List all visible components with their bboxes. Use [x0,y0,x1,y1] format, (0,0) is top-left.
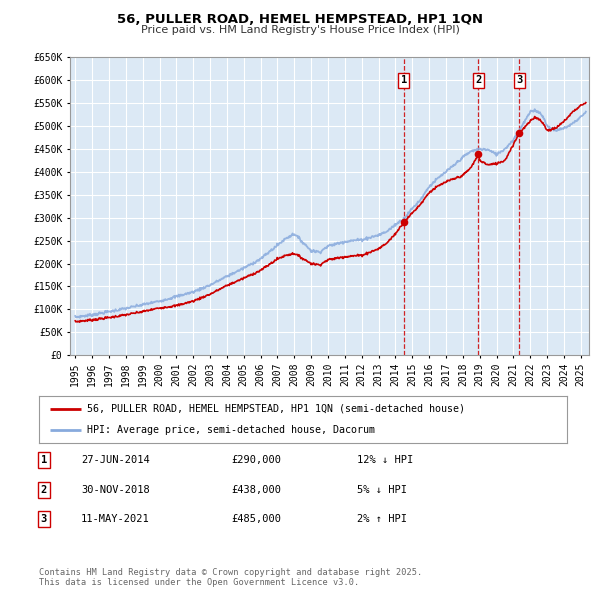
Text: 56, PULLER ROAD, HEMEL HEMPSTEAD, HP1 1QN: 56, PULLER ROAD, HEMEL HEMPSTEAD, HP1 1Q… [117,13,483,26]
Text: 11-MAY-2021: 11-MAY-2021 [81,514,150,524]
Text: £290,000: £290,000 [231,455,281,465]
Text: 27-JUN-2014: 27-JUN-2014 [81,455,150,465]
Text: 3: 3 [41,514,47,524]
Text: 1: 1 [41,455,47,465]
Text: 56, PULLER ROAD, HEMEL HEMPSTEAD, HP1 1QN (semi-detached house): 56, PULLER ROAD, HEMEL HEMPSTEAD, HP1 1Q… [86,404,464,414]
Text: 2: 2 [475,75,481,85]
Text: 2% ↑ HPI: 2% ↑ HPI [357,514,407,524]
Text: Contains HM Land Registry data © Crown copyright and database right 2025.
This d: Contains HM Land Registry data © Crown c… [39,568,422,587]
Text: 12% ↓ HPI: 12% ↓ HPI [357,455,413,465]
Text: HPI: Average price, semi-detached house, Dacorum: HPI: Average price, semi-detached house,… [86,425,374,435]
Text: 2: 2 [41,485,47,494]
Text: Price paid vs. HM Land Registry's House Price Index (HPI): Price paid vs. HM Land Registry's House … [140,25,460,35]
Text: 1: 1 [401,75,407,85]
Text: 5% ↓ HPI: 5% ↓ HPI [357,485,407,494]
Text: £438,000: £438,000 [231,485,281,494]
Text: 3: 3 [517,75,523,85]
Text: £485,000: £485,000 [231,514,281,524]
Text: 30-NOV-2018: 30-NOV-2018 [81,485,150,494]
